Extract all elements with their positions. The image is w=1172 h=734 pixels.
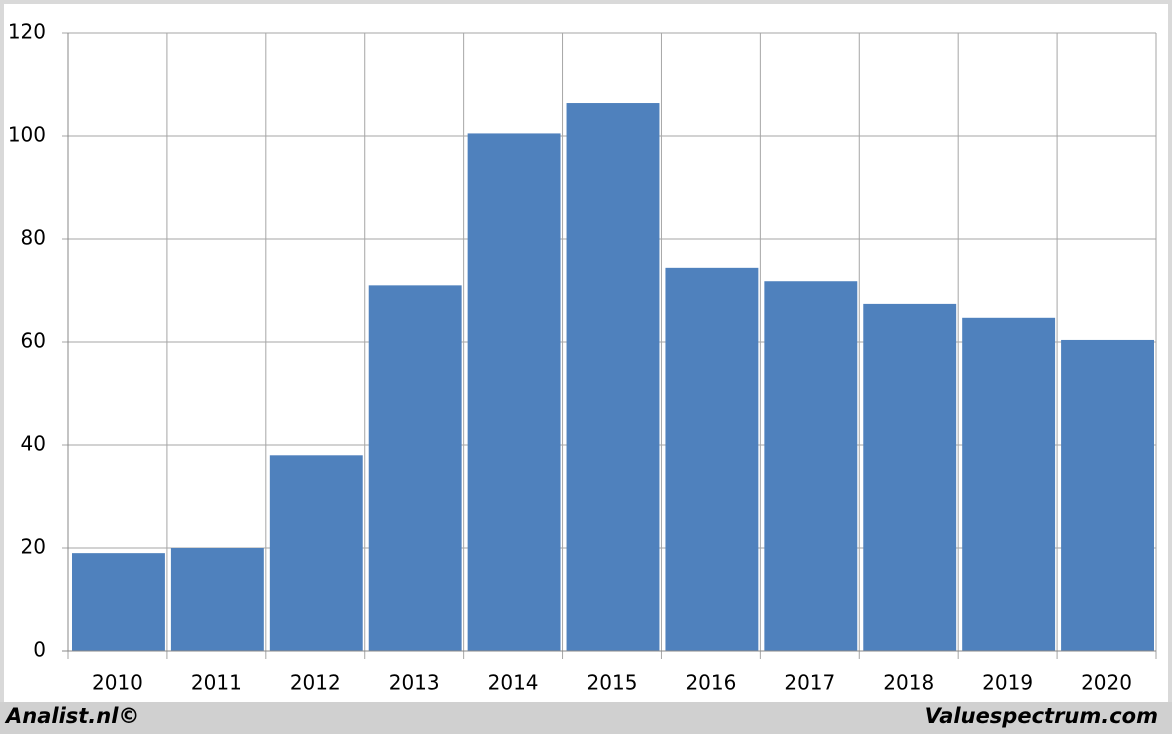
x-tick-label: 2019: [982, 671, 1033, 695]
x-tick-label: 2010: [92, 671, 143, 695]
bar: [764, 281, 858, 651]
x-tick-label: 2013: [389, 671, 440, 695]
source-right: Valuespectrum.com: [925, 704, 1158, 728]
bar: [368, 285, 462, 651]
bar: [467, 133, 561, 652]
bar: [269, 455, 363, 651]
y-tick-label: 80: [21, 226, 46, 250]
bar: [863, 303, 957, 651]
y-tick-label: 120: [8, 20, 46, 44]
x-tick-label: 2016: [685, 671, 736, 695]
y-tick-label: 40: [21, 432, 46, 456]
x-tick-label: 2014: [488, 671, 539, 695]
y-tick-label: 20: [21, 535, 46, 559]
bar: [566, 103, 660, 652]
bar: [962, 317, 1056, 651]
x-tick-label: 2012: [290, 671, 341, 695]
x-tick-label: 2011: [191, 671, 242, 695]
bar: [1061, 339, 1154, 651]
x-tick-label: 2015: [587, 671, 638, 695]
x-tick-label: 2017: [784, 671, 835, 695]
y-tick-label: 0: [33, 638, 46, 662]
x-tick-label: 2020: [1081, 671, 1132, 695]
footer-bar: [0, 702, 1172, 734]
bar: [665, 267, 759, 651]
y-tick-label: 100: [8, 123, 46, 147]
source-left: Analist.nl©: [4, 704, 139, 728]
bar: [72, 553, 165, 651]
x-tick-label: 2018: [883, 671, 934, 695]
y-tick-label: 60: [21, 329, 46, 353]
bar: [170, 548, 264, 651]
